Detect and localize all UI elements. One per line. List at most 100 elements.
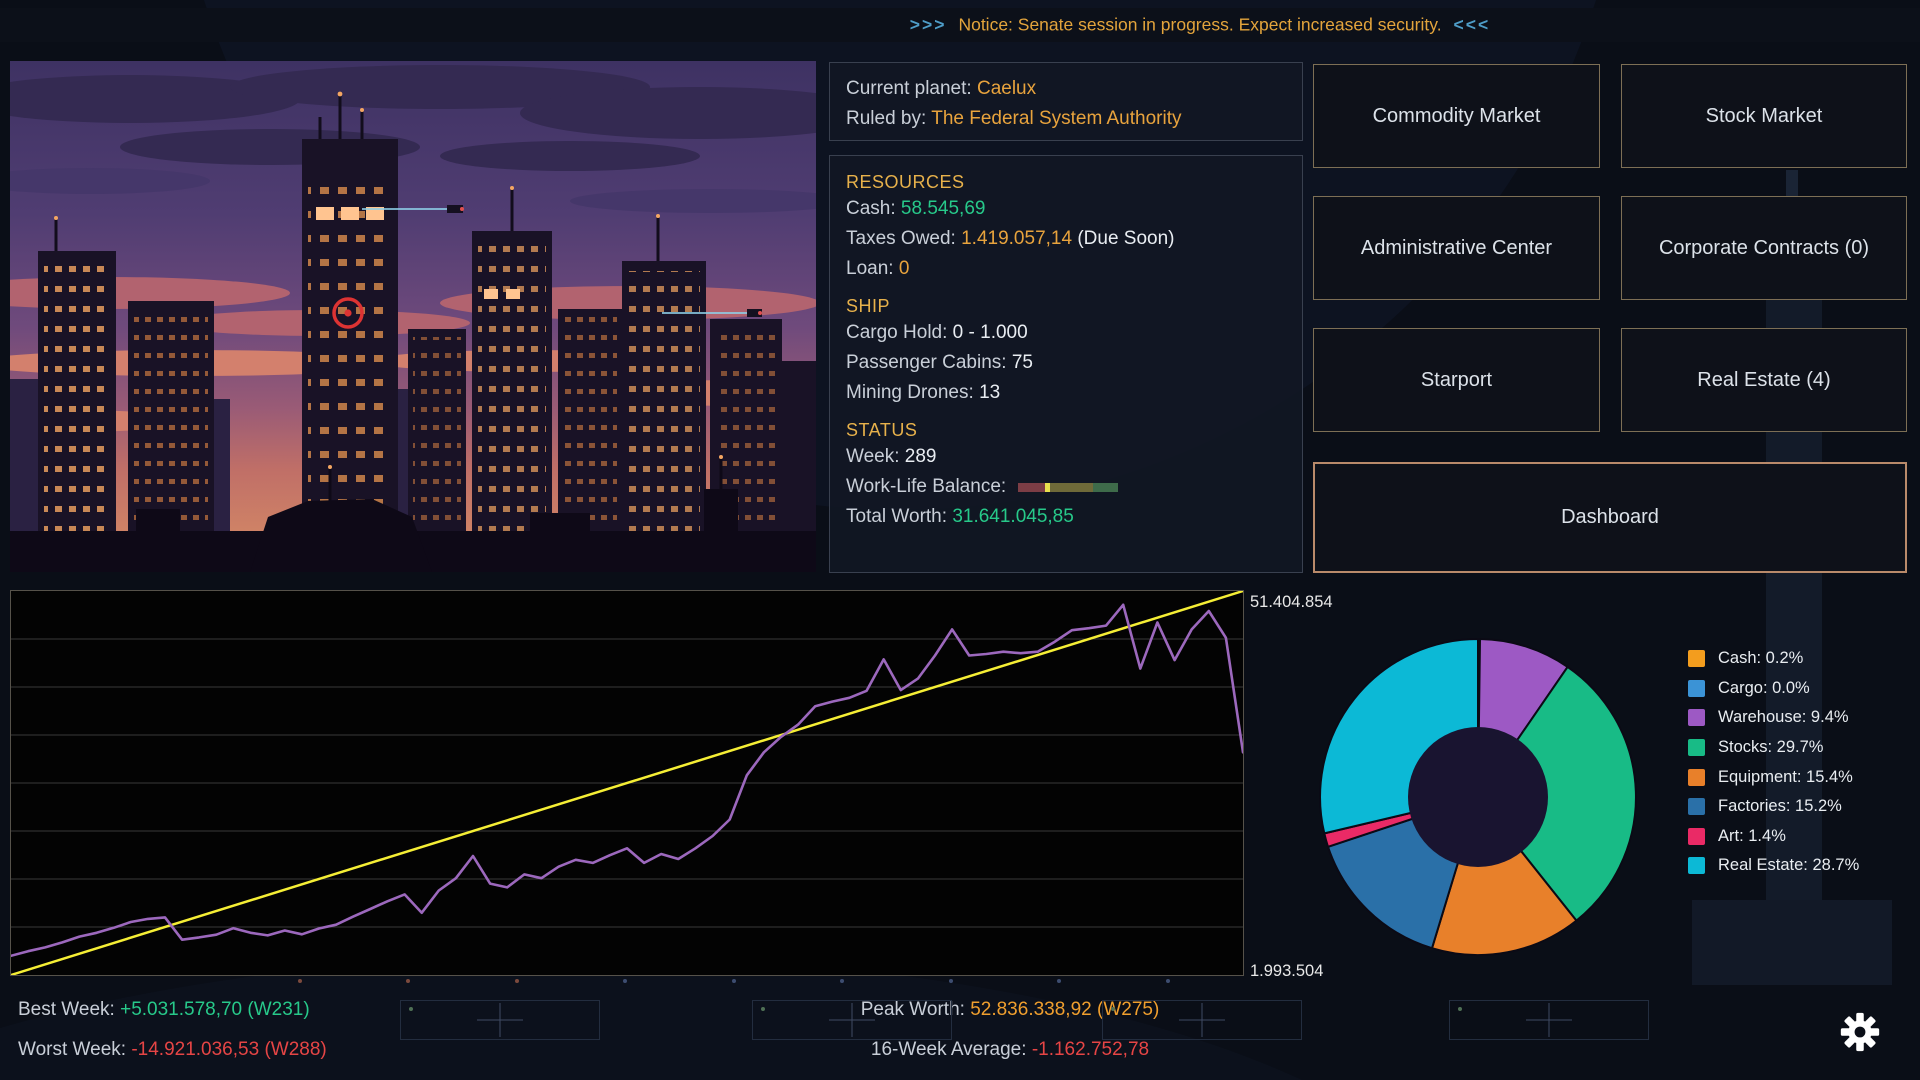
cash-label: Cash: — [846, 198, 896, 219]
worst-week-label: Worst Week: — [18, 1039, 127, 1060]
chevrons-right-icon: >>> — [909, 14, 947, 35]
peak-worth-stat: Peak Worth: 52.836.338,92 (W275) — [861, 999, 1160, 1021]
worth-chart-panel — [9, 589, 1245, 977]
wlb-segment — [1050, 482, 1094, 492]
plus-crosshair-icon — [1548, 1003, 1550, 1037]
best-week-value: +5.031.578,70 (W231) — [120, 999, 310, 1020]
notice-bar: >>> Notice: Senate session in progress. E… — [0, 8, 1920, 42]
legend-item: Art: 1.4% — [1688, 822, 1859, 852]
legend-swatch — [1688, 739, 1705, 757]
empty-panel-slot[interactable] — [1449, 1000, 1649, 1040]
background-rocket-tower — [1766, 200, 1822, 960]
legend-item: Equipment: 15.4% — [1688, 762, 1859, 792]
taxes-note: (Due Soon) — [1077, 228, 1175, 249]
real-estate-button[interactable]: Real Estate (4) — [1621, 328, 1907, 432]
slot-status-dot — [1111, 1007, 1115, 1011]
work-life-balance-label: Work-Life Balance: — [846, 476, 1007, 497]
legend-label: Stocks: 29.7% — [1718, 738, 1824, 757]
plus-crosshair-icon — [1201, 1003, 1203, 1037]
average-value: -1.162.752,78 — [1031, 1039, 1150, 1060]
peak-worth-label: Peak Worth: — [860, 999, 965, 1020]
plus-crosshair-icon — [851, 1003, 853, 1037]
gear-icon — [1840, 1012, 1880, 1052]
legend-label: Factories: 15.2% — [1718, 797, 1842, 816]
chevrons-left-icon: <<< — [1453, 14, 1491, 35]
legend-label: Equipment: 15.4% — [1718, 767, 1853, 786]
empty-panel-slot[interactable] — [400, 1000, 600, 1040]
legend-item: Cargo: 0.0% — [1688, 674, 1859, 704]
worst-week-value: -14.921.036,53 (W288) — [131, 1039, 327, 1060]
button-label: Dashboard — [1561, 506, 1659, 528]
button-label: Stock Market — [1705, 104, 1823, 127]
allocation-donut-chart — [1319, 637, 1637, 956]
legend-swatch — [1688, 709, 1705, 727]
planet-info-panel: Current planet: Caelux Ruled by: The Fed… — [829, 62, 1303, 141]
current-planet-value: Caelux — [976, 78, 1037, 99]
average-stat: 16-Week Average: -1.162.752,78 — [871, 1039, 1149, 1061]
legend-swatch — [1688, 768, 1705, 786]
button-label: Administrative Center — [1360, 236, 1553, 259]
wlb-segment — [1018, 482, 1046, 492]
commodity-market-button[interactable]: Commodity Market — [1313, 64, 1600, 168]
average-label: 16-Week Average: — [870, 1039, 1027, 1060]
slot-status-dot — [409, 1007, 413, 1011]
administrative-center-button[interactable]: Administrative Center — [1313, 196, 1600, 300]
drones-value: 13 — [979, 382, 1001, 403]
button-label: Real Estate (4) — [1697, 368, 1831, 391]
plus-crosshair-icon — [499, 1003, 501, 1037]
settings-button[interactable] — [1834, 1006, 1886, 1058]
wlb-segment — [1093, 482, 1119, 492]
background-launch-pad — [1692, 900, 1892, 985]
button-label: Starport — [1420, 368, 1493, 391]
legend-item: Stocks: 29.7% — [1688, 733, 1859, 763]
legend-label: Real Estate: 28.7% — [1718, 856, 1860, 875]
taxes-label: Taxes Owed: — [846, 228, 956, 249]
cityscape-art — [10, 61, 816, 572]
worth-line-chart — [9, 589, 1245, 977]
peak-worth-value: 52.836.338,92 (W275) — [970, 999, 1160, 1020]
status-header: STATUS — [846, 420, 918, 440]
player-info-panel: RESOURCES Cash: 58.545,69 Taxes Owed: 1.… — [829, 155, 1303, 573]
legend-swatch — [1688, 827, 1705, 845]
legend-item: Real Estate: 28.7% — [1688, 851, 1859, 881]
resources-header: RESOURCES — [846, 172, 965, 192]
flying-ship-icon — [362, 205, 762, 317]
loan-label: Loan: — [846, 258, 894, 279]
corporate-contracts-button[interactable]: Corporate Contracts (0) — [1621, 196, 1907, 300]
best-week-label: Best Week: — [18, 999, 115, 1020]
starport-button[interactable]: Starport — [1313, 328, 1600, 432]
work-life-balance-bar — [1018, 482, 1119, 492]
legend-item: Cash: 0.2% — [1688, 644, 1859, 674]
cargo-value: 0 - 1.000 — [952, 322, 1028, 343]
wlb-segment — [1045, 482, 1051, 492]
dashboard-button[interactable]: Dashboard — [1313, 462, 1907, 573]
empty-panel-slot[interactable] — [752, 1000, 952, 1040]
legend-label: Art: 1.4% — [1718, 826, 1786, 845]
red-target-icon — [332, 297, 364, 329]
legend-label: Warehouse: 9.4% — [1718, 708, 1849, 727]
legend-label: Cash: 0.2% — [1718, 649, 1804, 668]
legend-item: Warehouse: 9.4% — [1688, 703, 1859, 733]
best-week-stat: Best Week: +5.031.578,70 (W231) — [18, 999, 310, 1021]
chart-min-label: 1.993.504 — [1250, 962, 1324, 980]
ship-header: SHIP — [846, 296, 891, 316]
worst-week-stat: Worst Week: -14.921.036,53 (W288) — [18, 1039, 327, 1061]
notice-text: Notice: Senate session in progress. Expe… — [958, 14, 1442, 35]
taxes-value: 1.419.057,14 — [961, 228, 1073, 249]
cash-value: 58.545,69 — [900, 198, 986, 219]
button-label: Corporate Contracts (0) — [1658, 236, 1870, 259]
ruled-by-value: The Federal System Authority — [931, 108, 1182, 129]
trend-line — [10, 589, 1244, 977]
total-worth-label: Total Worth: — [846, 506, 948, 527]
week-label: Week: — [846, 446, 900, 467]
donut-hole — [1408, 727, 1548, 867]
slot-status-dot — [761, 1007, 765, 1011]
drones-label: Mining Drones: — [846, 382, 974, 403]
total-worth-value: 31.641.045,85 — [952, 506, 1074, 527]
legend-label: Cargo: 0.0% — [1718, 678, 1810, 697]
chart-max-label: 51.404.854 — [1250, 593, 1333, 611]
stock-market-button[interactable]: Stock Market — [1621, 64, 1907, 168]
legend-swatch — [1688, 798, 1705, 816]
empty-panel-slot[interactable] — [1102, 1000, 1302, 1040]
